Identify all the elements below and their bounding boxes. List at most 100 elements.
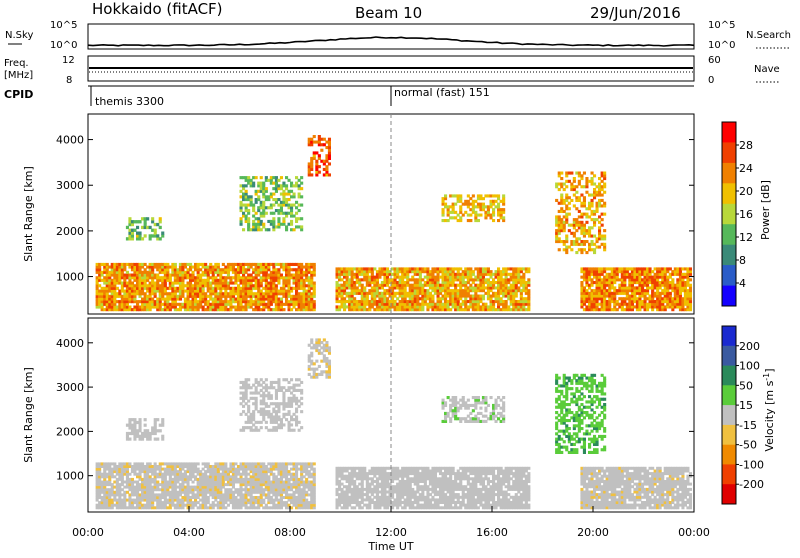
echo-cell bbox=[131, 232, 134, 235]
echo-cell bbox=[638, 308, 641, 311]
echo-cell bbox=[280, 206, 283, 209]
echo-cell bbox=[371, 305, 374, 308]
echo-cell bbox=[396, 273, 399, 276]
echo-cell bbox=[262, 499, 265, 502]
echo-cell bbox=[323, 162, 326, 165]
echo-cell bbox=[336, 297, 339, 300]
echo-cell bbox=[224, 506, 227, 509]
echo-cell bbox=[487, 278, 490, 281]
echo-cell bbox=[310, 143, 313, 146]
echo-cell bbox=[295, 290, 298, 293]
echo-cell bbox=[192, 473, 195, 476]
echo-cell bbox=[585, 185, 588, 188]
echo-cell bbox=[656, 289, 659, 292]
echo-cell bbox=[262, 204, 265, 207]
echo-cell bbox=[444, 203, 447, 206]
echo-cell bbox=[578, 172, 581, 175]
echo-cell bbox=[578, 180, 581, 183]
echo-cell bbox=[207, 499, 210, 502]
echo-cell bbox=[181, 292, 184, 295]
echo-cell bbox=[517, 286, 520, 289]
echo-cell bbox=[472, 281, 475, 284]
echo-cell bbox=[207, 496, 210, 499]
echo-cell bbox=[247, 212, 250, 215]
echo-cell bbox=[149, 462, 152, 465]
freq-label-line1: Freq. bbox=[4, 58, 29, 69]
echo-cell bbox=[593, 213, 596, 216]
echo-cell bbox=[351, 295, 354, 298]
echo-cell bbox=[270, 303, 273, 306]
echo-cell bbox=[613, 297, 616, 300]
echo-cell bbox=[275, 496, 278, 499]
echo-cell bbox=[492, 278, 495, 281]
nsky-tick-bottom: 10^0 bbox=[50, 40, 77, 51]
echo-cell bbox=[507, 305, 510, 308]
echo-cell bbox=[288, 282, 291, 285]
echo-cell bbox=[490, 270, 493, 273]
echo-cell bbox=[280, 274, 283, 277]
echo-cell bbox=[611, 284, 614, 287]
echo-cell bbox=[452, 208, 455, 211]
echo-cell bbox=[260, 504, 263, 507]
echo-cell bbox=[472, 273, 475, 276]
echo-cell bbox=[250, 274, 253, 277]
echo-cell bbox=[267, 228, 270, 231]
echo-cell bbox=[111, 473, 114, 476]
echo-cell bbox=[356, 276, 359, 279]
echo-cell bbox=[573, 194, 576, 197]
echo-cell bbox=[490, 216, 493, 219]
echo-cell bbox=[295, 220, 298, 223]
echo-cell bbox=[229, 303, 232, 306]
echo-cell bbox=[583, 248, 586, 251]
echo-cell bbox=[262, 193, 265, 196]
echo-cell bbox=[192, 481, 195, 484]
echo-cell bbox=[275, 182, 278, 185]
echo-cell bbox=[613, 305, 616, 308]
echo-cell bbox=[257, 209, 260, 212]
echo-cell bbox=[613, 295, 616, 298]
echo-cell bbox=[421, 278, 424, 281]
echo-cell bbox=[585, 289, 588, 292]
echo-cell bbox=[560, 207, 563, 210]
echo-cell bbox=[583, 286, 586, 289]
echo-cell bbox=[487, 292, 490, 295]
echo-cell bbox=[578, 199, 581, 202]
echo-cell bbox=[467, 292, 470, 295]
echo-cell bbox=[598, 177, 601, 180]
echo-cell bbox=[459, 297, 462, 300]
echo-cell bbox=[290, 290, 293, 293]
echo-cell bbox=[404, 297, 407, 300]
echo-cell bbox=[492, 203, 495, 206]
echo-cell bbox=[437, 295, 440, 298]
echo-cell bbox=[156, 282, 159, 285]
echo-cell bbox=[490, 276, 493, 279]
echo-cell bbox=[575, 185, 578, 188]
echo-cell bbox=[598, 226, 601, 229]
echo-cell bbox=[406, 276, 409, 279]
echo-cell bbox=[527, 295, 530, 298]
echo-cell bbox=[522, 278, 525, 281]
echo-cell bbox=[108, 465, 111, 468]
echo-cell bbox=[371, 270, 374, 273]
echo-cell bbox=[164, 478, 167, 481]
echo-cell bbox=[689, 303, 692, 306]
echo-cell bbox=[247, 225, 250, 228]
echo-cell bbox=[255, 201, 258, 204]
echo-cell bbox=[275, 176, 278, 179]
echo-cell bbox=[583, 172, 586, 175]
echo-cell bbox=[280, 506, 283, 509]
echo-cell bbox=[293, 228, 296, 231]
echo-cell bbox=[169, 276, 172, 279]
echo-cell bbox=[568, 207, 571, 210]
echo-cell bbox=[295, 212, 298, 215]
echo-cell bbox=[570, 172, 573, 175]
echo-cell bbox=[328, 149, 331, 152]
echo-cell bbox=[288, 193, 291, 196]
echo-cell bbox=[252, 209, 255, 212]
echo-cell bbox=[240, 491, 243, 494]
nsearch-label: N.Search bbox=[746, 30, 791, 41]
echo-cell bbox=[128, 473, 131, 476]
echo-cell bbox=[154, 292, 157, 295]
echo-cell bbox=[315, 160, 318, 163]
echo-cell bbox=[113, 462, 116, 465]
